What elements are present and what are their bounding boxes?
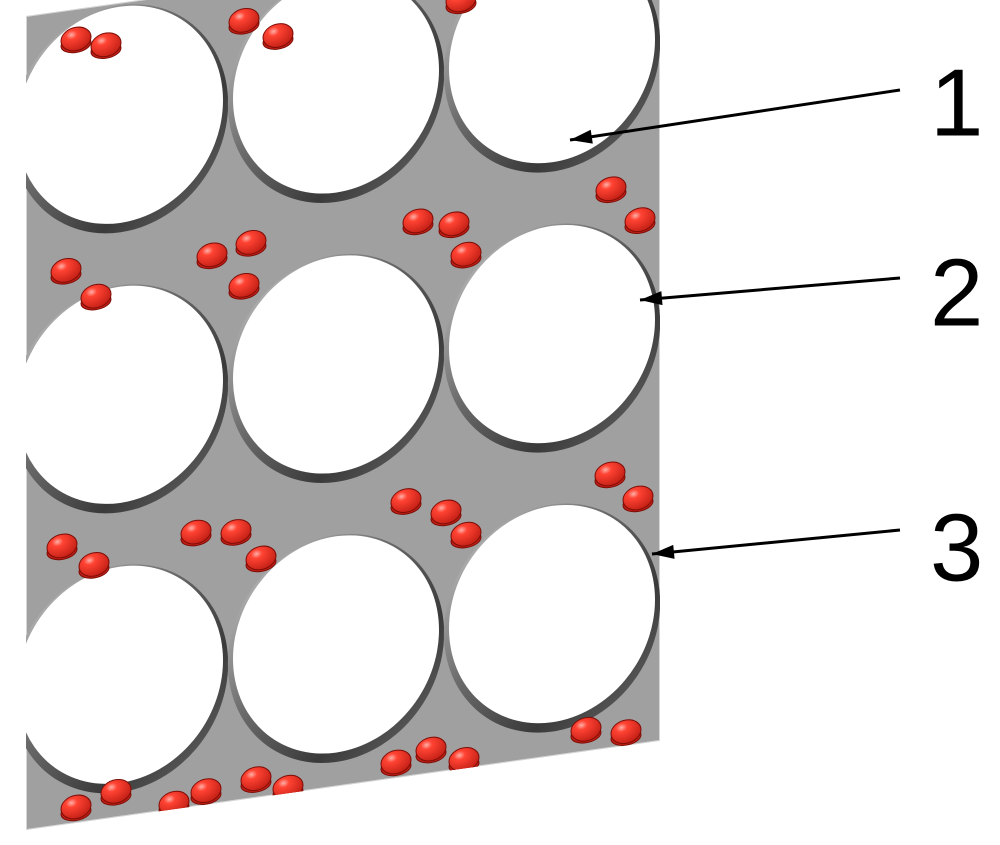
callout-arrow — [640, 278, 900, 305]
callout-arrow — [652, 530, 900, 559]
label-3: 3 — [930, 494, 983, 601]
diagram-canvas: 1 2 3 — [0, 0, 1000, 845]
label-2: 2 — [930, 239, 983, 346]
arrow-shaft — [652, 530, 900, 554]
membrane-panel — [12, 0, 660, 839]
label-1: 1 — [930, 49, 983, 156]
arrow-shaft — [640, 278, 900, 300]
